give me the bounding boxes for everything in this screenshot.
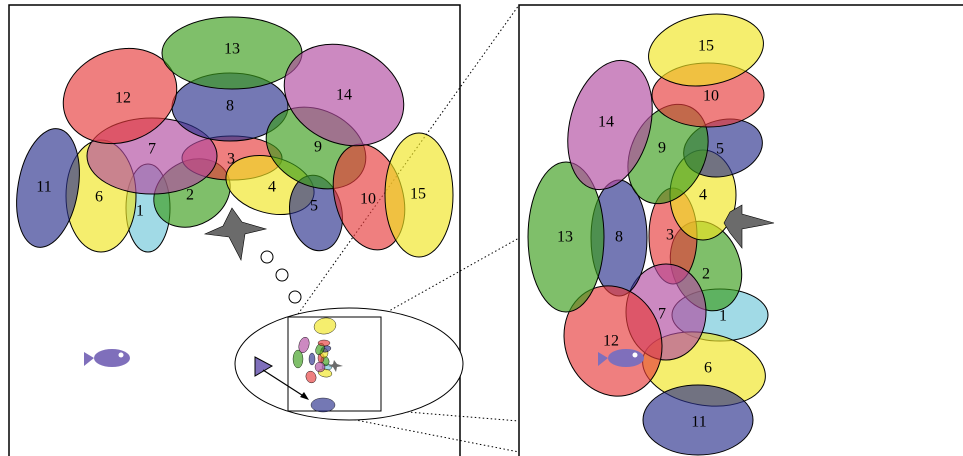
region-14-ellipse xyxy=(567,59,653,191)
pointer-arrow xyxy=(262,369,306,398)
region-11-label: 11 xyxy=(691,414,706,431)
region-10-label: 10 xyxy=(703,88,719,105)
region-15-ellipse xyxy=(648,13,764,87)
left-panel-frame xyxy=(8,4,461,456)
region-15-ellipse xyxy=(384,132,454,258)
region-13-ellipse xyxy=(527,161,605,313)
region-13-label: 13 xyxy=(224,41,240,58)
region-8-label: 8 xyxy=(226,98,234,115)
region-7-label: 7 xyxy=(148,141,156,158)
region-13-ellipse xyxy=(292,349,304,369)
region-4-label: 4 xyxy=(268,179,276,196)
region-11-ellipse xyxy=(16,128,80,248)
mini-regions xyxy=(292,317,337,413)
region-4-label: 4 xyxy=(699,187,707,204)
region-8-ellipse xyxy=(308,352,316,366)
region-7-ellipse xyxy=(314,361,326,373)
pointer-arrowhead xyxy=(300,392,309,400)
region-9-label: 9 xyxy=(314,139,322,156)
region-2-label: 2 xyxy=(186,187,194,204)
thought-bubble xyxy=(288,290,302,304)
region-12-ellipse xyxy=(62,47,178,145)
region-6-label: 6 xyxy=(95,189,103,206)
region-15-label: 15 xyxy=(698,38,714,55)
region-2-label: 2 xyxy=(702,266,710,283)
region-14-label: 14 xyxy=(598,114,614,131)
region-15-label: 15 xyxy=(410,186,426,203)
right-panel-frame xyxy=(518,4,963,456)
region-13-label: 13 xyxy=(557,229,573,246)
region-12-ellipse xyxy=(305,370,317,384)
region-5-label: 5 xyxy=(310,198,318,215)
region-5-label: 5 xyxy=(716,141,724,158)
region-12-label: 12 xyxy=(115,90,131,107)
mini-bird-icon xyxy=(328,360,343,372)
region-3-label: 3 xyxy=(227,151,235,168)
zoom-inset-frame xyxy=(287,316,382,412)
bird-icon xyxy=(723,204,775,249)
region-14-ellipse xyxy=(283,43,405,147)
region-15-ellipse xyxy=(313,317,337,335)
region-1-label: 1 xyxy=(719,308,727,325)
region-1-label: 1 xyxy=(136,203,144,220)
region-3-label: 3 xyxy=(666,227,674,244)
fish-icon xyxy=(598,349,644,367)
region-12-label: 12 xyxy=(603,333,619,350)
fish-icon xyxy=(84,349,130,367)
region-10-label: 10 xyxy=(360,191,376,208)
thought-bubble xyxy=(275,268,289,282)
region-14-ellipse xyxy=(298,336,310,354)
region-14-label: 14 xyxy=(336,87,352,104)
region-11-label: 11 xyxy=(36,179,51,196)
projection-lines xyxy=(297,4,520,453)
bird-icon xyxy=(203,207,268,261)
thought-bubble xyxy=(260,250,274,264)
region-8-label: 8 xyxy=(615,229,623,246)
region-6-label: 6 xyxy=(704,360,712,377)
region-7-label: 7 xyxy=(658,306,666,323)
zoom-ellipse xyxy=(234,307,464,421)
region-11-ellipse xyxy=(310,397,336,413)
region-11-ellipse xyxy=(642,384,754,456)
region-9-label: 9 xyxy=(658,140,666,157)
region-10-ellipse xyxy=(317,339,331,347)
